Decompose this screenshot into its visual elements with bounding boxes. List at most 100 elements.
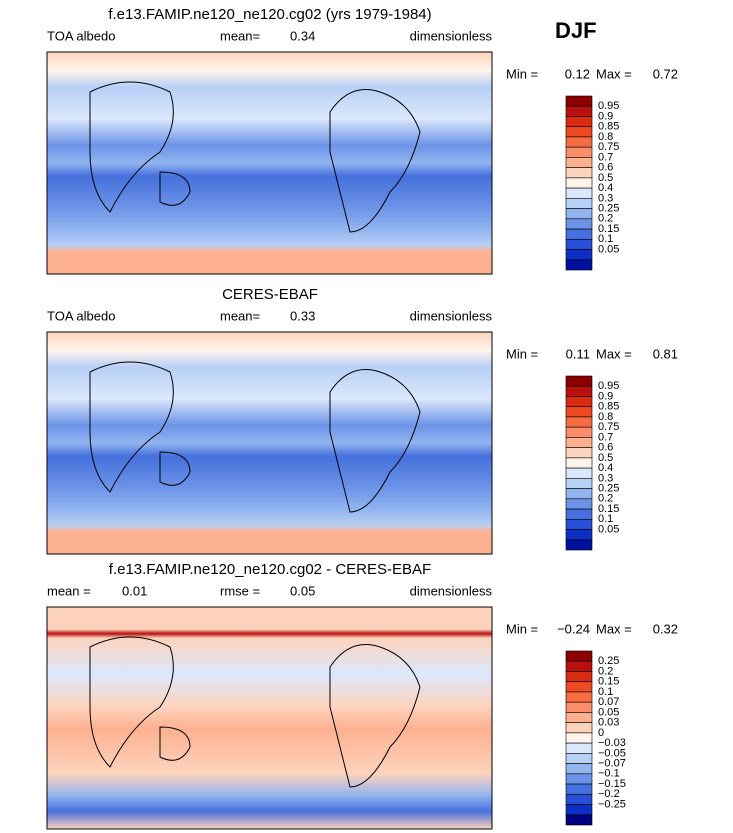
colorbar-label: 0.15 [598,676,619,688]
stat-value: 0.34 [290,28,315,43]
units: dimensionless [410,308,493,323]
colorbar-label: 0.07 [598,696,619,708]
left-label: TOA albedo [47,28,115,43]
colorbar-swatch [565,437,593,448]
max-value: 0.81 [653,346,678,361]
stat-label: rmse = [220,583,260,598]
colorbar-swatch [565,508,593,520]
colorbar-label: 0.25 [598,202,619,214]
colorbar-label: −0.05 [598,747,626,759]
panel-title: f.e13.FAMIP.ne120_ne120.cg02 - CERES-EBA… [109,561,431,578]
colorbar-label: 0.15 [598,503,619,515]
colorbar-label: 0.95 [598,380,619,392]
colorbar-swatch [565,208,593,220]
colorbar-swatch [565,447,593,459]
colorbar-label: 0.3 [598,472,613,484]
colorbar-swatch [565,763,593,775]
colorbar-swatch [565,218,593,230]
colorbar-swatch [565,396,593,408]
colorbar-label: 0.3 [598,192,613,204]
colorbar-label: 0.8 [598,131,613,143]
colorbar-label: 0.05 [598,243,619,255]
colorbar-swatch [565,177,593,189]
colorbar-swatch [565,249,593,261]
colorbar-swatch [565,136,593,148]
colorbar-label: 0.6 [598,162,613,174]
colorbar-swatch [565,116,593,128]
units: dimensionless [410,583,493,598]
colorbar-label: 0.7 [598,151,613,163]
colorbar-label: 0.2 [598,213,613,225]
colorbar-label: 0.6 [598,442,613,454]
colorbar-swatch [565,157,593,168]
colorbar-label: 0 [598,727,604,739]
coastline [89,636,421,788]
left-value: 0.01 [122,583,147,598]
colorbar-swatch [565,478,593,489]
colorbar-swatch [565,529,593,541]
colorbar-swatch [565,814,593,826]
colorbar-label: −0.1 [598,768,620,780]
colorbar-label: 0.85 [598,121,619,133]
min-label: Min = [506,621,538,636]
panel-title: CERES-EBAF [222,286,318,303]
colorbar-swatch [565,467,593,479]
left-label: TOA albedo [47,308,115,323]
min-label: Min = [506,66,538,81]
colorbar-swatch [565,783,593,795]
colorbar-label: 0.1 [598,233,613,245]
colorbar-swatch [565,742,593,754]
colorbar-label: 0.95 [598,100,619,112]
colorbar-swatch [565,426,593,438]
colorbar-swatch [565,95,593,107]
min-value: 0.12 [565,66,590,81]
colorbar-swatch [565,732,593,744]
colorbar-swatch [565,722,593,734]
left-label: mean = [47,583,91,598]
colorbar-swatch [565,406,593,418]
colorbar-swatch [565,518,593,530]
colorbar-swatch [565,681,593,693]
colorbar-label: 0.03 [598,717,619,729]
colorbar-swatch [565,167,593,179]
colorbar-label: 0.85 [598,401,619,413]
colorbar-swatch [565,650,593,662]
colorbar-label: 0.1 [598,513,613,525]
stat-value: 0.33 [290,308,315,323]
max-label: Max = [596,621,632,636]
colorbar-swatch [565,793,593,805]
colorbar-label: 0.5 [598,172,613,184]
max-value: 0.32 [653,621,678,636]
panel-title: f.e13.FAMIP.ne120_ne120.cg02 (yrs 1979-1… [108,6,431,23]
stat-value: 0.05 [290,583,315,598]
colorbar-label: 0.05 [598,523,619,535]
colorbar-swatch [565,753,593,764]
colorbar-label: −0.07 [598,757,626,769]
colorbar-swatch [565,238,593,250]
stat-label: mean= [220,28,260,43]
colorbar-swatch [565,660,593,672]
max-label: Max = [596,346,632,361]
colorbar-label: 0.1 [598,686,613,698]
min-value: 0.11 [566,346,590,361]
colorbar-swatch [565,385,593,397]
colorbar-swatch [565,498,593,510]
colorbar-swatch [565,126,593,138]
colorbar-label: 0.9 [598,390,613,402]
colorbar-swatch [565,671,593,683]
colorbar-swatch [565,198,593,209]
colorbar-swatch [565,488,593,500]
colorbar-label: 0.2 [598,665,613,677]
colorbar-label: 0.7 [598,431,613,443]
colorbar-label: 0.25 [598,655,619,667]
colorbar-label: 0.25 [598,482,619,494]
colorbar-swatch [565,804,593,816]
colorbar-swatch [565,146,593,158]
colorbar-swatch [565,701,593,713]
colorbar-swatch [565,105,593,117]
colorbar-label: 0.15 [598,223,619,235]
colorbar-label: 0.9 [598,110,613,122]
max-label: Max = [596,66,632,81]
